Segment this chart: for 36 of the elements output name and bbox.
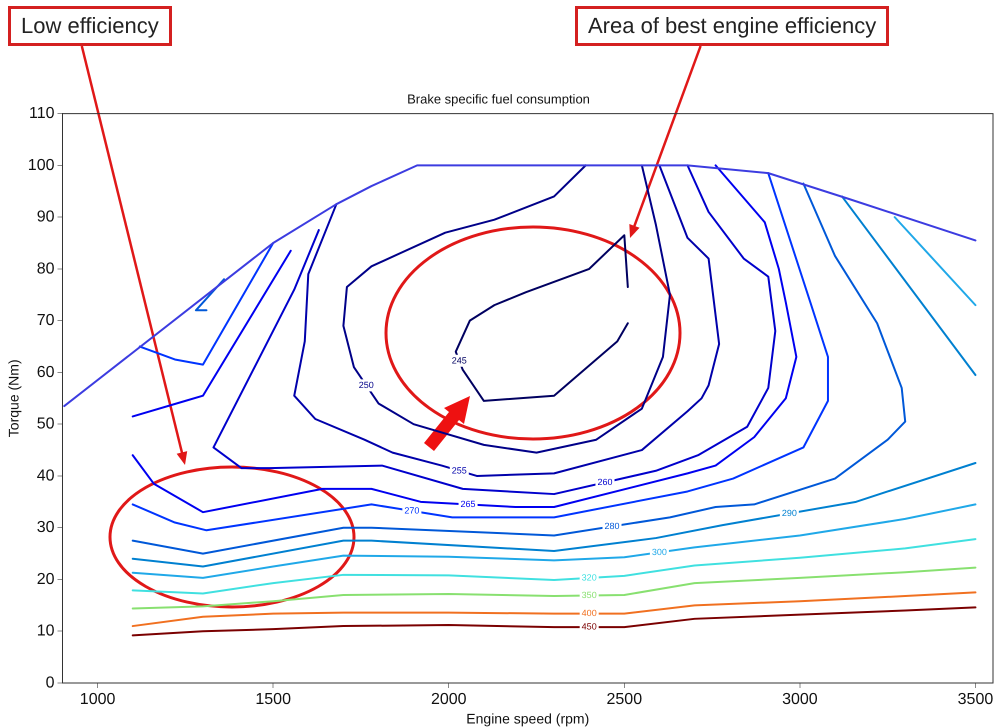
y-tick-label: 70 (36, 312, 55, 330)
series-label: 350 (582, 590, 597, 600)
y-axis-title: Torque (Nm) (5, 359, 22, 438)
series-label: 280 (604, 520, 620, 531)
y-tick-label: 80 (36, 260, 55, 278)
chart-title: Brake specific fuel consumption (407, 91, 590, 106)
y-tick-label: 30 (36, 519, 55, 536)
series-label: 250 (358, 380, 374, 390)
x-tick-label: 3500 (958, 691, 994, 708)
series-label: 290 (782, 508, 797, 518)
x-tick-label: 1500 (255, 691, 292, 708)
y-tick-label: 10 (36, 622, 55, 640)
y-tick-label: 50 (36, 416, 55, 433)
series-label: 270 (404, 505, 420, 516)
x-tick-label: 2000 (430, 691, 467, 708)
series-label: 260 (597, 476, 613, 487)
x-tick-label: 1000 (80, 691, 116, 708)
x-axis-title: Engine speed (rpm) (466, 710, 590, 726)
y-tick-label: 90 (36, 208, 55, 226)
series-label: 265 (460, 498, 476, 509)
text: Area of best engine efficiency (575, 6, 890, 46)
series-label: 245 (452, 355, 467, 366)
series-label: 400 (582, 608, 597, 618)
y-tick-label: 0 (46, 674, 55, 692)
series-label: 255 (452, 465, 467, 476)
y-tick-label: 40 (36, 467, 55, 484)
y-tick-label: 100 (28, 156, 55, 174)
y-tick-label: 110 (28, 105, 55, 122)
x-tick-label: 3000 (782, 691, 818, 708)
series-label: 300 (652, 546, 667, 557)
series-label: 450 (582, 622, 597, 632)
series-label: 320 (582, 572, 597, 582)
text: Low efficiency (8, 6, 172, 46)
y-tick-label: 60 (36, 364, 55, 381)
x-tick-label: 2500 (606, 691, 642, 708)
y-tick-label: 20 (36, 570, 55, 588)
